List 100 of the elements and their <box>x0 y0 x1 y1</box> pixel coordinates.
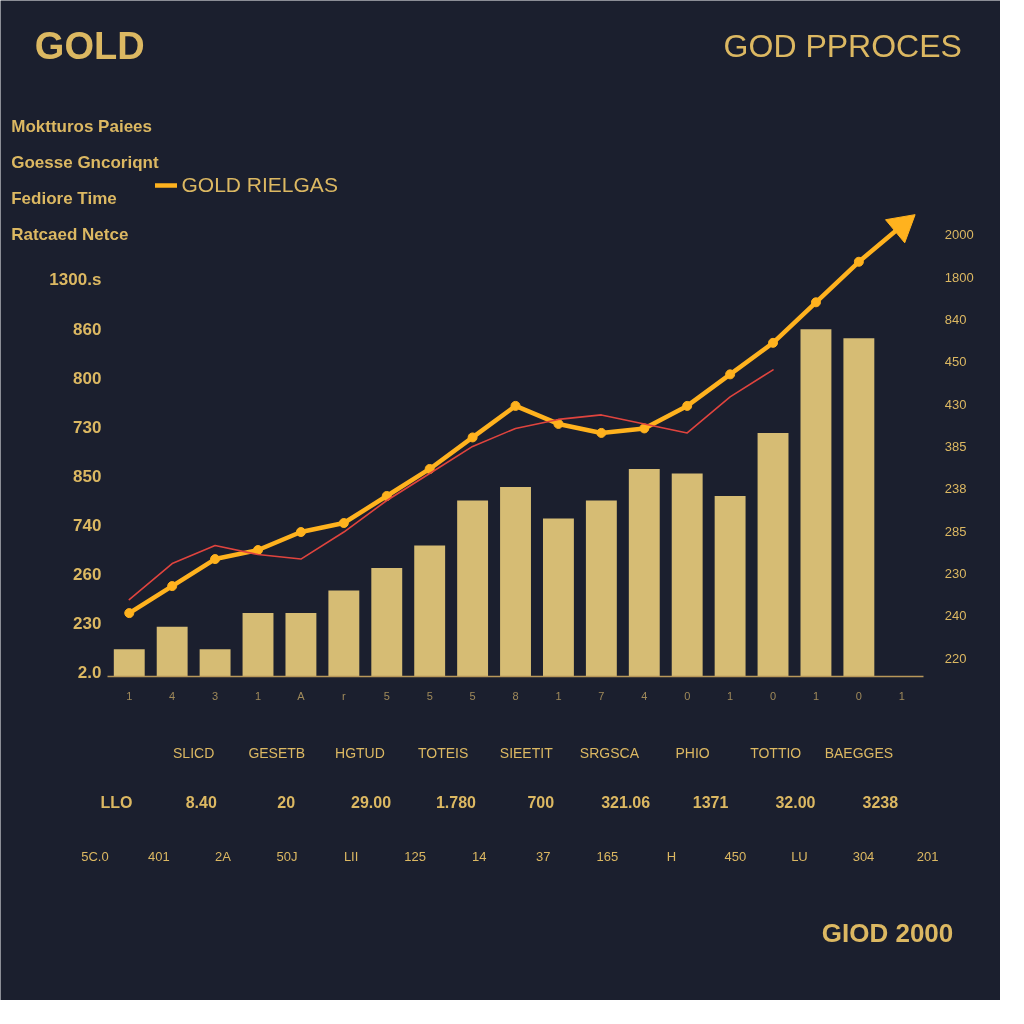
bar <box>242 613 274 677</box>
x-tick-label: A <box>297 690 306 703</box>
text: 385 <box>944 438 967 454</box>
point <box>853 256 864 267</box>
legend-label: GOLD RIELGAS <box>181 173 338 198</box>
text: 800 <box>72 368 102 388</box>
x-tick-label: 1 <box>727 690 734 703</box>
bar <box>414 545 446 677</box>
text: BAEGGES <box>824 744 894 761</box>
text: 8.40 <box>185 794 217 812</box>
text: LLO <box>100 793 133 811</box>
text: 430 <box>944 396 967 412</box>
text: 37 <box>536 848 551 864</box>
text: 20 <box>277 794 296 812</box>
text: Goesse Gncoriqnt <box>11 153 159 173</box>
text: TOTTIO <box>750 744 802 761</box>
x-tick-label: 1 <box>898 690 905 703</box>
text: LII <box>343 848 359 864</box>
point <box>725 369 736 380</box>
bar <box>628 468 660 677</box>
text: 230 <box>72 613 102 633</box>
text: 730 <box>72 417 102 437</box>
text: 401 <box>148 848 170 864</box>
point <box>210 554 221 565</box>
text: H <box>666 848 677 864</box>
x-tick-label: 5 <box>383 690 390 703</box>
chart-title: GOLD <box>34 24 145 67</box>
text: 1371 <box>692 794 729 812</box>
point <box>682 400 693 411</box>
annotation: Ratcaed Netce <box>11 225 129 245</box>
x-tick-label: 8 <box>512 690 519 703</box>
text: 840 <box>944 311 967 327</box>
text: LU <box>791 848 808 864</box>
text: 29.00 <box>351 794 392 812</box>
text: 5C.0 <box>81 848 109 864</box>
text: 1.780 <box>435 794 477 812</box>
bar <box>199 649 231 677</box>
text: 238 <box>944 481 967 497</box>
x-tick-label: 1 <box>812 690 820 703</box>
x-tick-label: 0 <box>684 690 691 703</box>
point <box>553 418 564 429</box>
point <box>768 337 779 348</box>
text: 2000 <box>944 227 974 243</box>
point <box>596 427 607 438</box>
x-tick-label: r <box>342 690 347 703</box>
bar <box>113 649 145 677</box>
bar <box>714 496 746 677</box>
text: 304 <box>852 848 875 864</box>
bar <box>671 473 703 677</box>
text: 860 <box>72 319 102 339</box>
x-tick-label: 1 <box>254 690 262 703</box>
x-tick-label: 7 <box>598 690 605 703</box>
x-tick-label: 5 <box>426 690 433 703</box>
text: 230 <box>944 565 967 581</box>
text: 2A <box>215 848 232 864</box>
point <box>253 545 264 556</box>
text: GESETB <box>248 744 306 761</box>
point <box>467 432 478 443</box>
text: 220 <box>944 650 967 666</box>
text: HGTUD <box>335 744 385 761</box>
x-tick-label: 1 <box>555 690 562 703</box>
text: 1800 <box>944 269 974 285</box>
x-tick-label: 0 <box>769 690 777 703</box>
text: 125 <box>404 848 427 864</box>
bar <box>328 590 360 677</box>
bar <box>457 500 489 677</box>
point <box>639 423 650 434</box>
bar <box>371 568 403 677</box>
text: 240 <box>944 608 967 624</box>
x-tick-label: 5 <box>469 690 476 703</box>
x-tick-label: 4 <box>641 690 648 703</box>
text: 450 <box>944 354 967 370</box>
x-tick-label: 1 <box>126 690 133 703</box>
text: 850 <box>72 466 102 486</box>
bar <box>843 338 875 677</box>
text: TOTEIS <box>417 744 469 761</box>
text: 50J <box>276 848 298 864</box>
text: 2.0 <box>77 662 102 682</box>
bar <box>757 432 789 677</box>
x-tick-label: 3 <box>212 690 219 703</box>
text: SIEETIT <box>499 744 554 761</box>
point <box>510 400 521 411</box>
text: 3238 <box>862 794 899 812</box>
point <box>295 527 306 538</box>
text: 165 <box>596 848 619 864</box>
text: GIOD 2000 <box>821 917 954 948</box>
text: 450 <box>724 848 747 864</box>
x-tick-label: 4 <box>169 690 176 703</box>
bar <box>285 613 317 677</box>
chart-subtitle: GOD PPROCES <box>723 27 962 64</box>
point <box>381 491 392 501</box>
bar <box>542 518 574 677</box>
text: PHIO <box>675 744 710 761</box>
bar <box>585 500 617 677</box>
bar <box>500 486 531 677</box>
text: 260 <box>72 564 102 584</box>
text: SLICD <box>173 744 215 761</box>
point <box>124 608 135 619</box>
text: SRGSCA <box>579 744 640 761</box>
text: 700 <box>527 794 555 812</box>
